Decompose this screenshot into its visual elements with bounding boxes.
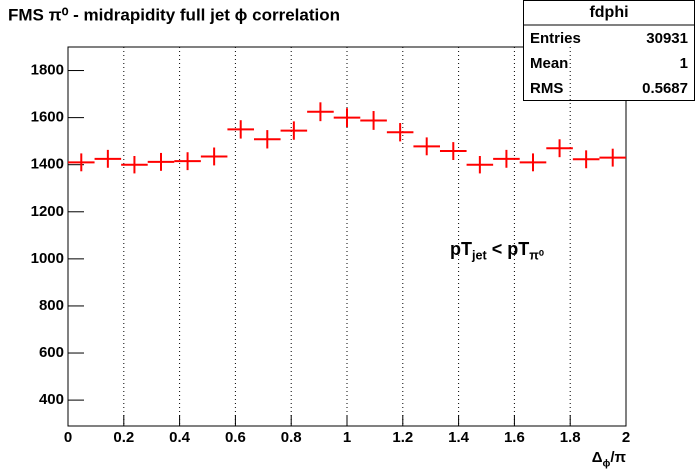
x-axis-label-part: ϕ: [602, 457, 610, 469]
annotation-part: jet: [471, 249, 488, 263]
stats-label: Mean: [530, 55, 568, 72]
x-tick-label: 1.2: [392, 429, 413, 446]
x-tick-label: 1: [343, 429, 351, 446]
y-tick-label: 400: [39, 391, 64, 408]
x-tick-label: 2: [622, 429, 630, 446]
x-axis-label: Δϕ/π: [592, 449, 627, 469]
y-tick-label: 1400: [31, 156, 64, 173]
x-tick-label: 0.6: [225, 429, 246, 446]
x-tick-label: 1.4: [448, 429, 470, 446]
stats-label: Entries: [530, 30, 581, 47]
x-tick-label: 0: [64, 429, 72, 446]
stats-box: [523, 0, 695, 101]
annotation-part: < pT: [487, 239, 530, 259]
y-tick-label: 1600: [31, 109, 64, 126]
x-tick-label: 0.2: [113, 429, 134, 446]
x-axis-label-part: Δ: [592, 449, 603, 466]
y-tick-label: 600: [39, 344, 64, 361]
stats-value: 1: [680, 55, 688, 72]
stats-title: fdphi: [589, 4, 628, 21]
x-tick-label: 1.8: [560, 429, 581, 446]
x-tick-label: 0.4: [169, 429, 191, 446]
y-tick-label: 1200: [31, 203, 64, 220]
stats-label: RMS: [530, 80, 563, 97]
x-tick-label: 0.8: [281, 429, 302, 446]
annotation-part: pT: [450, 239, 472, 259]
stats-value: 0.5687: [642, 80, 688, 97]
chart-title: FMS π⁰ - midrapidity full jet ϕ correlat…: [8, 5, 340, 24]
annotation-part: π⁰: [529, 249, 545, 263]
x-axis-label-part: /π: [610, 449, 626, 466]
stats-value: 30931: [646, 30, 688, 47]
y-tick-label: 1000: [31, 250, 64, 267]
y-tick-label: 800: [39, 297, 64, 314]
y-tick-label: 1800: [31, 62, 64, 79]
annotation: pTjet < pTπ⁰: [450, 239, 545, 263]
x-tick-label: 1.6: [504, 429, 525, 446]
